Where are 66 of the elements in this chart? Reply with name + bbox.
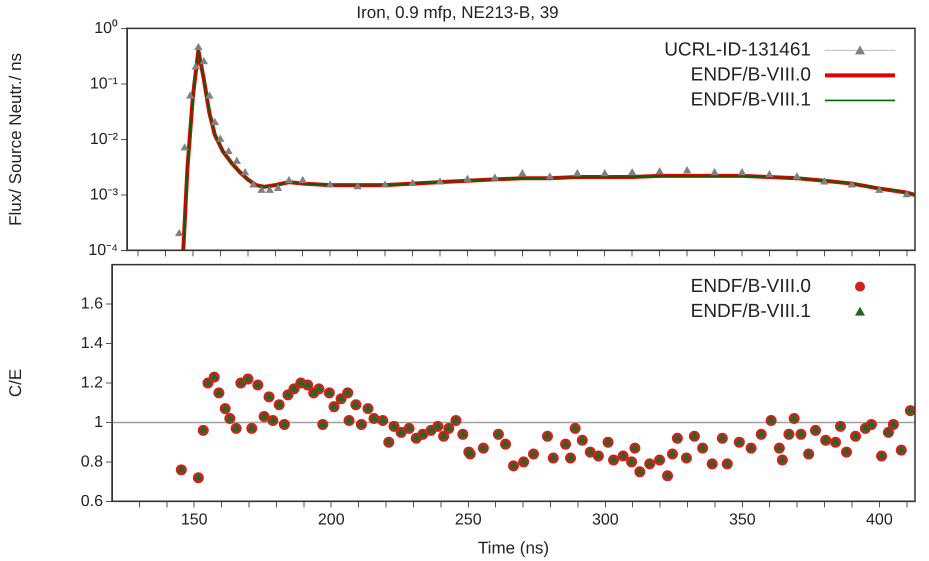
y-tick-label: 10⁻⁴ [88,242,118,259]
point [200,58,208,64]
point [241,168,249,176]
y-tick-label: 10⁻³ [90,186,119,204]
y-tick-label: 10⁰ [94,18,118,37]
point [793,172,801,180]
point [436,178,444,185]
legend-label: ENDF/B-VIII.1 [690,300,811,322]
x-tick-label: 250 [454,511,482,528]
point [298,176,307,184]
y-axis-title: C/E [6,368,25,398]
point [573,170,582,176]
point [656,168,664,174]
y-tick-label: 10⁻¹ [90,75,118,92]
x-axis-title: Time (ns) [478,538,550,558]
y-tick-label: 1.2 [80,374,104,392]
point [710,168,718,176]
y-tick-label: 1.4 [80,334,104,352]
chart-title: Iron, 0.9 mfp, NE213-B, 39 [356,2,559,22]
point [600,170,609,176]
point [216,135,224,142]
point [628,168,636,176]
point [285,176,293,184]
legend-label: ENDF/B-VIII.0 [690,64,811,86]
y-tick-label: 1.6 [80,295,104,312]
point [194,43,202,50]
x-tick-label: 300 [592,511,619,528]
point [186,92,194,99]
x-tick-label: 200 [318,511,345,528]
point [266,186,274,193]
y-tick-label: 10⁻² [90,130,119,148]
point [224,147,232,154]
point [738,168,746,176]
y-tick-label: 0.6 [80,492,104,510]
point [180,144,188,150]
legend-label: ENDF/B-VIII.0 [690,276,811,297]
point [766,170,774,178]
point [258,186,266,193]
point [683,166,691,174]
point [848,180,856,188]
point [206,92,214,99]
point [354,182,362,190]
x-tick-label: 400 [866,511,893,528]
point [381,180,389,188]
point [518,170,526,176]
point [876,186,884,193]
point [192,62,200,70]
x-tick-label: 350 [728,511,756,528]
legend-label: UCRL-ID-131461 [664,40,811,61]
point [175,229,183,236]
y-axis-title: Flux/ Source Neutr./ ns [6,52,25,226]
legend-label: ENDF/B-VIII.1 [690,90,811,111]
point [233,157,241,164]
y-tick-label: 0.8 [80,453,104,470]
point [211,118,219,126]
point [820,178,828,185]
point [902,190,911,198]
point [326,180,334,188]
point [408,179,416,186]
point [250,180,258,188]
point [274,184,282,191]
point [464,175,472,182]
x-tick-label: 150 [180,511,208,528]
point [491,174,499,181]
y-tick-label: 1 [94,414,104,431]
point [546,172,554,180]
